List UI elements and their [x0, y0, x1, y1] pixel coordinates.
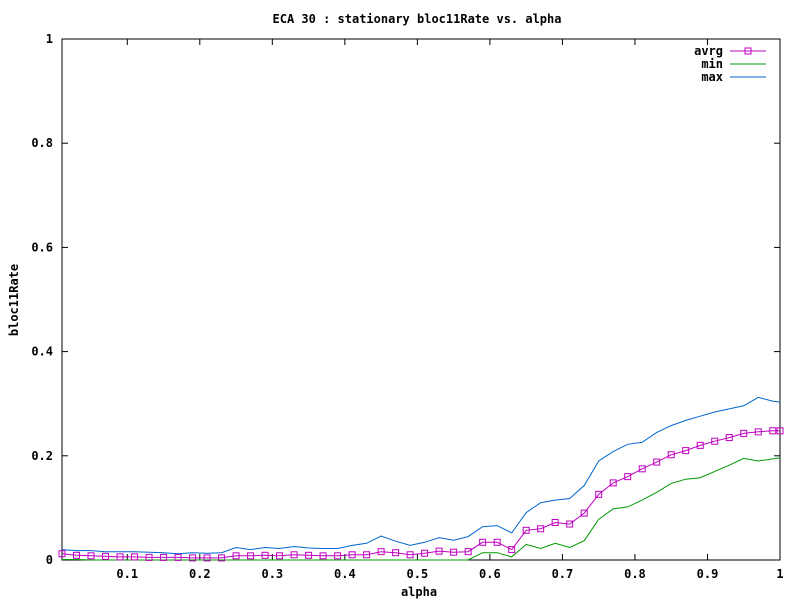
data-point-avrg: [551, 518, 559, 526]
data-point-avrg: [87, 552, 95, 560]
data-point-avrg: [58, 550, 66, 558]
data-point-avrg: [479, 538, 487, 546]
ticks-layer: 0.1 0.2 0.3 0.4 0.5 0.6 0.7 0.8 0.9 1 0 0.2 0.4 0.6 0.…: [31, 32, 783, 581]
data-point-avrg: [595, 490, 603, 498]
x-tick-label: 1: [776, 567, 783, 581]
data-point-avrg: [145, 553, 153, 561]
x-tick-label: 0.2: [189, 567, 211, 581]
data-point-avrg: [174, 553, 182, 561]
data-point-avrg: [232, 552, 240, 560]
chart-title: ECA 30 : stationary bloc11Rate vs. alpha: [273, 12, 562, 26]
series-line-avrg: [61, 430, 780, 559]
data-point-avrg: [73, 551, 81, 559]
data-point-avrg: [537, 525, 545, 533]
data-point-avrg: [566, 520, 574, 528]
data-point-avrg: [276, 552, 284, 560]
data-point-avrg: [464, 548, 472, 556]
x-tick-label: 0.8: [624, 567, 646, 581]
x-tick-label: 0.3: [261, 567, 283, 581]
data-point-avrg: [218, 554, 226, 562]
data-point-avrg: [667, 451, 675, 459]
data-point-avrg: [290, 551, 298, 559]
series-line-min: [62, 457, 781, 561]
data-point-avrg: [305, 551, 313, 559]
x-tick-label: 0.4: [334, 567, 356, 581]
legend-label-avrg: avrg: [694, 44, 723, 58]
data-point-avrg: [522, 526, 530, 534]
data-point-avrg: [508, 546, 516, 554]
data-point-avrg: [754, 428, 762, 436]
data-point-avrg: [638, 465, 646, 473]
data-point-avrg: [247, 552, 255, 560]
data-point-avrg: [609, 479, 617, 487]
x-tick-label: 0.7: [552, 567, 574, 581]
data-point-avrg: [348, 551, 356, 559]
data-point-avrg: [421, 549, 429, 557]
x-axis-label: alpha: [401, 585, 437, 599]
data-point-avrg: [116, 553, 124, 561]
data-point-avrg: [711, 437, 719, 445]
data-point-avrg: [740, 429, 748, 437]
data-point-avrg: [203, 554, 211, 562]
data-point-avrg: [406, 551, 414, 559]
x-tick-label: 0.6: [479, 567, 501, 581]
data-point-avrg: [450, 548, 458, 556]
data-point-avrg: [653, 458, 661, 466]
data-point-avrg: [334, 552, 342, 560]
data-point-avrg: [160, 553, 168, 561]
series-line-max: [61, 396, 781, 555]
x-tick-label: 0.5: [407, 567, 429, 581]
data-point-avrg: [131, 553, 139, 561]
legend-label-min: min: [701, 57, 723, 71]
data-point-avrg: [363, 551, 371, 559]
data-point-avrg: [261, 551, 269, 559]
data-point-avrg: [319, 552, 327, 560]
y-tick-label: 0.8: [31, 136, 53, 150]
data-point-avrg: [725, 434, 733, 442]
data-point-avrg: [493, 538, 501, 546]
legend-marker-avrg: [744, 47, 752, 55]
y-tick-label: 0.4: [31, 345, 53, 359]
y-tick-label: 0: [46, 553, 53, 567]
y-tick-label: 0.2: [31, 449, 53, 463]
data-point-avrg: [102, 552, 110, 560]
data-point-avrg: [189, 554, 197, 562]
x-tick-label: 0.1: [116, 567, 138, 581]
data-point-avrg: [435, 547, 443, 555]
data-point-avrg: [392, 549, 400, 557]
x-tick-label: 0.9: [697, 567, 719, 581]
data-point-avrg: [769, 427, 777, 435]
data-point-avrg: [696, 441, 704, 449]
y-axis-label: bloc11Rate: [7, 264, 21, 336]
data-point-avrg: [682, 447, 690, 455]
y-tick-label: 1: [46, 32, 53, 46]
series-layer: [58, 396, 784, 562]
data-point-avrg: [624, 473, 632, 481]
y-tick-label: 0.6: [31, 240, 53, 254]
data-point-avrg: [776, 427, 784, 435]
data-point-avrg: [377, 548, 385, 556]
legend-label-max: max: [701, 70, 723, 84]
data-point-avrg: [580, 509, 588, 517]
